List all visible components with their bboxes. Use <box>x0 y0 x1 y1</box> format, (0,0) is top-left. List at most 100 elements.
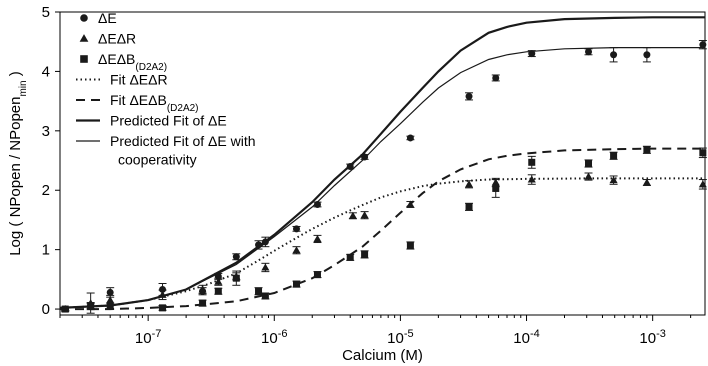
legend-label-main: Fit ΔEΔR <box>110 72 168 88</box>
data-point-square <box>528 158 536 166</box>
data-point-triangle <box>261 263 270 271</box>
data-point-circle <box>255 241 263 249</box>
legend-marker-circle <box>80 14 88 22</box>
data-point-triangle <box>642 178 651 186</box>
data-point-circle <box>159 285 167 293</box>
legend-label-sub: (D2A2) <box>167 103 199 114</box>
data-point-circle <box>465 92 473 100</box>
data-point-square <box>255 287 263 295</box>
x-tick-exponent: -3 <box>656 328 666 340</box>
data-point-triangle <box>406 200 415 208</box>
legend-label-continued: cooperativity <box>118 152 197 168</box>
y-tick-label: 1 <box>42 242 50 259</box>
data-point-square <box>406 241 414 249</box>
data-point-square <box>159 304 167 312</box>
x-axis-title: Calcium (M) <box>342 347 423 364</box>
data-point-square <box>610 152 618 160</box>
data-point-square <box>87 302 95 310</box>
x-tick-base: 10 <box>639 330 656 347</box>
data-point-circle <box>261 238 269 246</box>
y-tick-label: 2 <box>42 182 50 199</box>
legend-label-main: Fit ΔEΔB <box>110 92 167 108</box>
legend-label-sub: (D2A2) <box>135 62 167 73</box>
x-tick-base: 10 <box>135 330 152 347</box>
data-point-triangle <box>698 180 707 188</box>
data-point-circle <box>232 253 240 261</box>
data-point-square <box>313 271 321 279</box>
legend-label-main: Predicted Fit of ΔE <box>110 113 227 129</box>
legend-label: ΔEΔB(D2A2) <box>98 51 167 73</box>
data-point-triangle <box>313 234 322 242</box>
data-point-circle <box>406 134 414 142</box>
data-point-circle <box>585 48 593 56</box>
data-point-square <box>699 149 707 157</box>
plot-frame <box>59 11 706 316</box>
data-point-circle <box>492 74 500 82</box>
data-point-triangle <box>158 290 167 298</box>
data-point-triangle <box>465 180 474 188</box>
data-point-triangle <box>360 211 369 219</box>
legend-label-main: ΔEΔB <box>98 51 135 67</box>
data-point-circle <box>292 225 300 233</box>
x-tick-label: 10-6 <box>261 328 287 347</box>
legend-label-main: ΔE <box>98 10 117 26</box>
data-point-circle <box>528 50 536 58</box>
data-point-circle <box>610 51 618 59</box>
legend-label: Predicted Fit of ΔE <box>110 113 227 129</box>
data-point-square <box>346 253 354 261</box>
x-tick-exponent: -4 <box>530 328 540 340</box>
y-tick-label: 0 <box>42 301 50 318</box>
fit-curve-solid-thin <box>59 47 705 309</box>
legend-label: Fit ΔEΔR <box>110 72 168 88</box>
legend-marker-triangle <box>79 34 89 42</box>
legend-label: Predicted Fit of ΔE with <box>110 133 256 149</box>
data-point-triangle <box>348 211 357 219</box>
data-point-triangle <box>198 285 207 293</box>
data-point-square <box>585 160 593 167</box>
data-point-square <box>214 287 222 295</box>
data-point-square <box>61 305 69 313</box>
y-tick-label: 3 <box>42 123 50 140</box>
legend-label-main: Predicted Fit of ΔE with <box>110 133 256 149</box>
data-point-triangle <box>527 175 536 183</box>
data-point-square <box>106 302 114 310</box>
data-point-square <box>643 146 651 154</box>
data-point-square <box>292 280 300 288</box>
x-tick-label: 10-7 <box>135 328 161 347</box>
data-point-triangle <box>292 246 301 254</box>
data-point-square <box>361 250 369 258</box>
data-point-square <box>199 299 207 307</box>
data-point-circle <box>313 200 321 208</box>
data-point-circle <box>699 41 707 49</box>
data-point-square <box>261 292 269 300</box>
y-axis-title-end: ) <box>7 71 24 80</box>
data-point-circle <box>643 51 651 59</box>
legend-marker-square <box>80 55 88 63</box>
y-tick-label: 4 <box>42 63 50 80</box>
x-tick-exponent: -5 <box>404 328 414 340</box>
y-axis-title: Log ( NPopen / NPopenmin ) <box>7 71 29 256</box>
data-point-circle <box>346 162 354 170</box>
data-point-triangle <box>609 176 618 184</box>
data-point-circle <box>361 153 369 161</box>
y-tick-label: 5 <box>42 4 50 21</box>
x-tick-base: 10 <box>261 330 278 347</box>
x-tick-base: 10 <box>513 330 530 347</box>
legend-label: Fit ΔEΔB(D2A2) <box>110 92 199 114</box>
data-point-square <box>465 203 473 211</box>
fit-curve-dotted <box>59 177 705 309</box>
data-point-triangle <box>214 277 223 285</box>
legend-label: ΔE <box>98 10 117 26</box>
data-point-circle <box>106 288 114 296</box>
legend-label: ΔEΔR <box>98 31 136 47</box>
fit-curve-dashed <box>60 147 705 311</box>
y-axis-title-sub: min <box>18 80 29 96</box>
legend-label-main: ΔEΔR <box>98 31 136 47</box>
x-tick-exponent: -6 <box>278 328 288 340</box>
data-point-square <box>492 184 500 192</box>
x-tick-label: 10-5 <box>387 328 413 347</box>
